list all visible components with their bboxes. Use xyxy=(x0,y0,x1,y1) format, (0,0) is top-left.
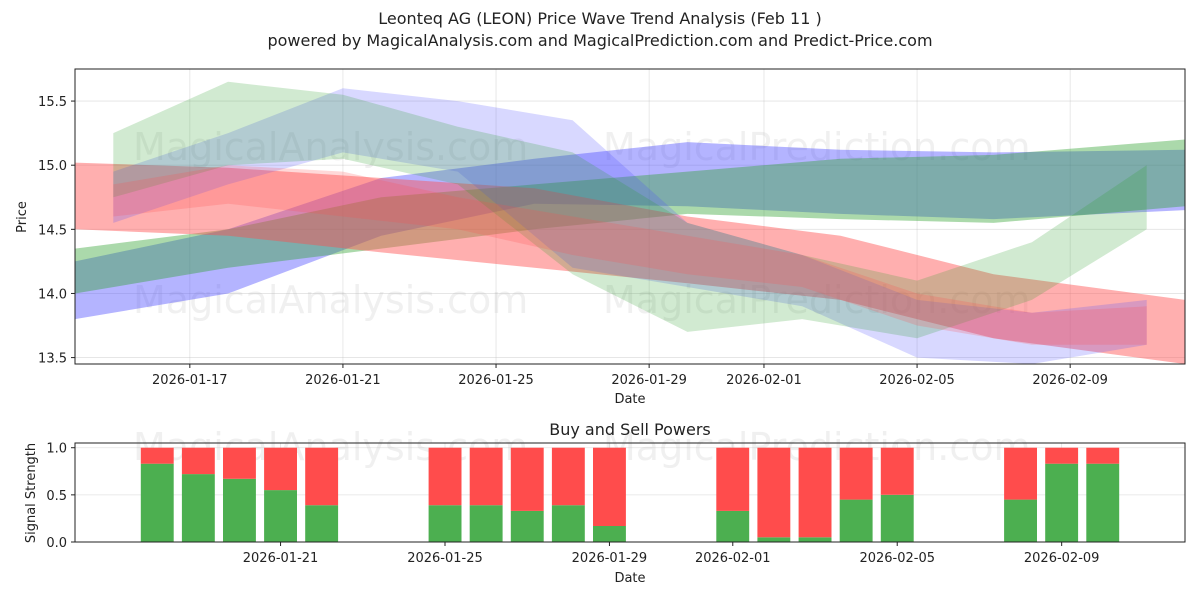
price-y-tick-label: 15.5 xyxy=(38,95,67,110)
price-band-blue-wave-main xyxy=(75,142,1185,320)
sell-bar xyxy=(551,447,585,506)
price-band-green-wave-main xyxy=(75,139,1185,294)
signal-x-tick-label: 2026-01-29 xyxy=(572,551,648,566)
buy-bar xyxy=(1086,463,1120,542)
price-band-red-wave-short xyxy=(113,165,1147,345)
signal-y-tick-label: 0.5 xyxy=(46,489,67,504)
sell-bar xyxy=(839,447,873,500)
sell-bar xyxy=(223,447,256,479)
buy-bar xyxy=(223,478,256,542)
sell-bar xyxy=(593,447,626,526)
chart-subtitle: powered by MagicalAnalysis.com and Magic… xyxy=(267,31,933,50)
price-x-label: Date xyxy=(614,392,645,407)
buy-bar xyxy=(428,505,462,542)
sell-bar xyxy=(880,447,914,495)
signal-x-tick-label: 2026-01-21 xyxy=(243,551,319,566)
buy-bar xyxy=(1045,463,1079,542)
price-y-label: Price xyxy=(15,201,30,233)
signal-plot-frame xyxy=(74,442,1186,543)
buy-bar xyxy=(716,510,750,542)
watermark-4: MagicalPrediction.com xyxy=(603,278,1031,322)
price-x-ticks: 2026-01-17 2026-01-21 2026-01-25 2026-01-29… xyxy=(152,364,1108,388)
signal-x-ticks: 2026-01-21 2026-01-25 2026-01-29 2026-02-01… xyxy=(243,542,1100,566)
price-band-green-wave-short xyxy=(113,81,1147,339)
sell-bar xyxy=(510,447,544,511)
buy-bar xyxy=(798,537,832,542)
signal-x-label: Date xyxy=(614,571,645,586)
sell-bar xyxy=(181,447,215,475)
buy-bar xyxy=(140,463,174,542)
buy-bar xyxy=(839,499,873,542)
watermark-2: MagicalPrediction.com xyxy=(603,125,1031,169)
signal-x-tick-label: 2026-02-09 xyxy=(1024,551,1100,566)
chart-title: Leonteq AG (LEON) Price Wave Trend Analy… xyxy=(378,9,822,28)
buy-bar xyxy=(593,526,626,542)
price-y-ticks: 13.5 14.0 14.5 15.0 15.5 xyxy=(38,95,75,367)
price-y-tick-label: 13.5 xyxy=(38,352,67,367)
price-y-tick-label: 15.0 xyxy=(38,159,67,174)
sell-bar xyxy=(798,447,832,538)
sell-bar xyxy=(140,447,174,464)
price-y-tick-label: 14.0 xyxy=(38,287,67,302)
buy-bar xyxy=(264,490,297,542)
sell-bar xyxy=(469,447,503,506)
signal-chart-title: Buy and Sell Powers xyxy=(549,420,711,439)
buy-bar xyxy=(880,494,914,542)
signal-y-label: Signal Strength xyxy=(24,443,39,543)
buy-bar xyxy=(469,505,503,542)
sell-bar xyxy=(305,447,339,506)
buy-bar xyxy=(757,537,791,542)
buy-bar xyxy=(305,505,339,542)
price-grid xyxy=(75,69,1185,364)
watermarks: MagicalAnalysis.com MagicalPrediction.co… xyxy=(133,125,1031,469)
signal-x-tick-label: 2026-02-01 xyxy=(695,551,771,566)
buy-bar xyxy=(1004,499,1037,542)
signal-bars xyxy=(140,447,1120,542)
signal-y-tick-label: 0.0 xyxy=(46,536,67,551)
watermark-3: MagicalAnalysis.com xyxy=(133,278,528,322)
signal-y-tick-label: 1.0 xyxy=(46,442,67,457)
price-x-tick-label: 2026-01-21 xyxy=(305,373,381,388)
price-x-tick-label: 2026-02-01 xyxy=(726,373,802,388)
watermark-1: MagicalAnalysis.com xyxy=(133,125,528,169)
sell-bar xyxy=(1086,447,1120,464)
sell-bar xyxy=(264,447,297,491)
signal-y-ticks: 0.0 0.5 1.0 xyxy=(46,442,75,551)
price-y-tick-label: 14.5 xyxy=(38,223,67,238)
sell-bar xyxy=(716,447,750,511)
price-x-tick-label: 2026-01-17 xyxy=(152,373,228,388)
sell-bar xyxy=(757,447,791,538)
price-x-tick-label: 2026-02-09 xyxy=(1032,373,1108,388)
buy-bar xyxy=(510,510,544,542)
signal-x-tick-label: 2026-01-25 xyxy=(407,551,483,566)
signal-x-tick-label: 2026-02-05 xyxy=(859,551,935,566)
price-plot-frame xyxy=(74,68,1186,365)
price-band-red-wave-main xyxy=(75,162,1185,364)
price-x-tick-label: 2026-02-05 xyxy=(879,373,955,388)
price-x-tick-label: 2026-01-25 xyxy=(458,373,534,388)
price-wave-bands xyxy=(75,81,1185,364)
price-x-tick-label: 2026-01-29 xyxy=(611,373,687,388)
sell-bar xyxy=(428,447,462,506)
buy-bar xyxy=(181,474,215,542)
price-band-blue-wave-short xyxy=(113,88,1147,364)
sell-bar xyxy=(1004,447,1037,500)
buy-bar xyxy=(551,505,585,542)
sell-bar xyxy=(1045,447,1079,464)
